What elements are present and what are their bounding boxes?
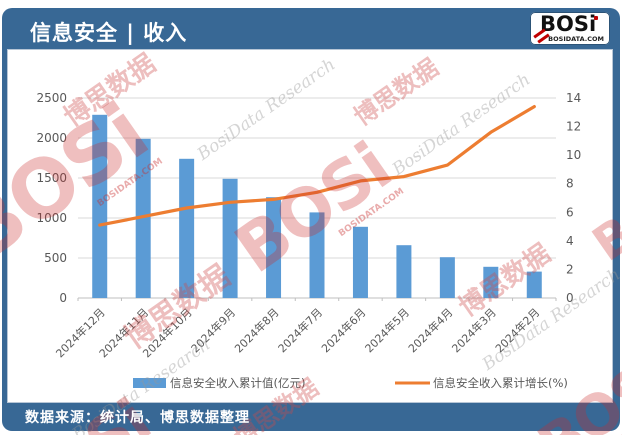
x-axis-label: 2024年5月 bbox=[362, 305, 412, 355]
x-axis-label: 2024年4月 bbox=[405, 305, 455, 355]
right-axis-tick: 6 bbox=[566, 205, 574, 219]
left-axis-tick: 2500 bbox=[36, 91, 67, 105]
right-axis-tick: 10 bbox=[566, 148, 581, 162]
legend-bar-swatch bbox=[133, 378, 166, 388]
logo-dot-icon bbox=[594, 16, 598, 20]
x-axis-label: 2024年9月 bbox=[188, 305, 238, 355]
bar bbox=[222, 178, 238, 298]
legend-bar-label: 信息安全收入累计值(亿元) bbox=[170, 376, 305, 390]
bar bbox=[396, 245, 412, 298]
right-axis-tick: 4 bbox=[566, 234, 574, 248]
right-axis-tick: 2 bbox=[566, 262, 574, 276]
bosi-logo-domain: BOSIDATA.COM bbox=[548, 35, 604, 43]
chart-canvas: 05001000150020002500024681012142024年12月2… bbox=[36, 91, 581, 390]
x-axis-label: 2024年8月 bbox=[231, 305, 281, 355]
bar bbox=[266, 197, 282, 298]
bar bbox=[309, 212, 325, 298]
x-axis-label: 2024年2月 bbox=[492, 305, 542, 355]
bar bbox=[439, 257, 455, 298]
data-source: 数据来源：统计局、博思数据整理 bbox=[25, 410, 250, 426]
bar bbox=[483, 266, 499, 298]
x-axis-label: 2024年3月 bbox=[449, 305, 499, 355]
left-axis-tick: 1000 bbox=[36, 211, 67, 225]
bar bbox=[92, 114, 108, 298]
bosi-logo: BOSi BOSIDATA.COM bbox=[530, 12, 610, 45]
right-axis-tick: 12 bbox=[566, 120, 581, 134]
right-axis-tick: 14 bbox=[566, 91, 581, 105]
left-axis-tick: 1500 bbox=[36, 171, 67, 185]
left-axis-tick: 0 bbox=[59, 291, 67, 305]
x-axis-label: 2024年6月 bbox=[318, 305, 368, 355]
right-axis-tick: 8 bbox=[566, 177, 574, 191]
page-title: 信息安全 | 收入 bbox=[30, 21, 188, 45]
bar bbox=[135, 138, 151, 298]
bar bbox=[179, 158, 195, 298]
growth-line bbox=[98, 104, 536, 227]
left-axis-tick: 2000 bbox=[36, 131, 67, 145]
left-axis-tick: 500 bbox=[44, 251, 67, 265]
bar bbox=[526, 271, 542, 298]
x-axis-label: 2024年7月 bbox=[275, 305, 325, 355]
bar bbox=[352, 226, 368, 298]
right-axis-tick: 0 bbox=[566, 291, 574, 305]
legend-line-label: 信息安全收入累计增长(%) bbox=[433, 376, 568, 390]
bosi-logo-text: BOSi bbox=[540, 12, 597, 36]
